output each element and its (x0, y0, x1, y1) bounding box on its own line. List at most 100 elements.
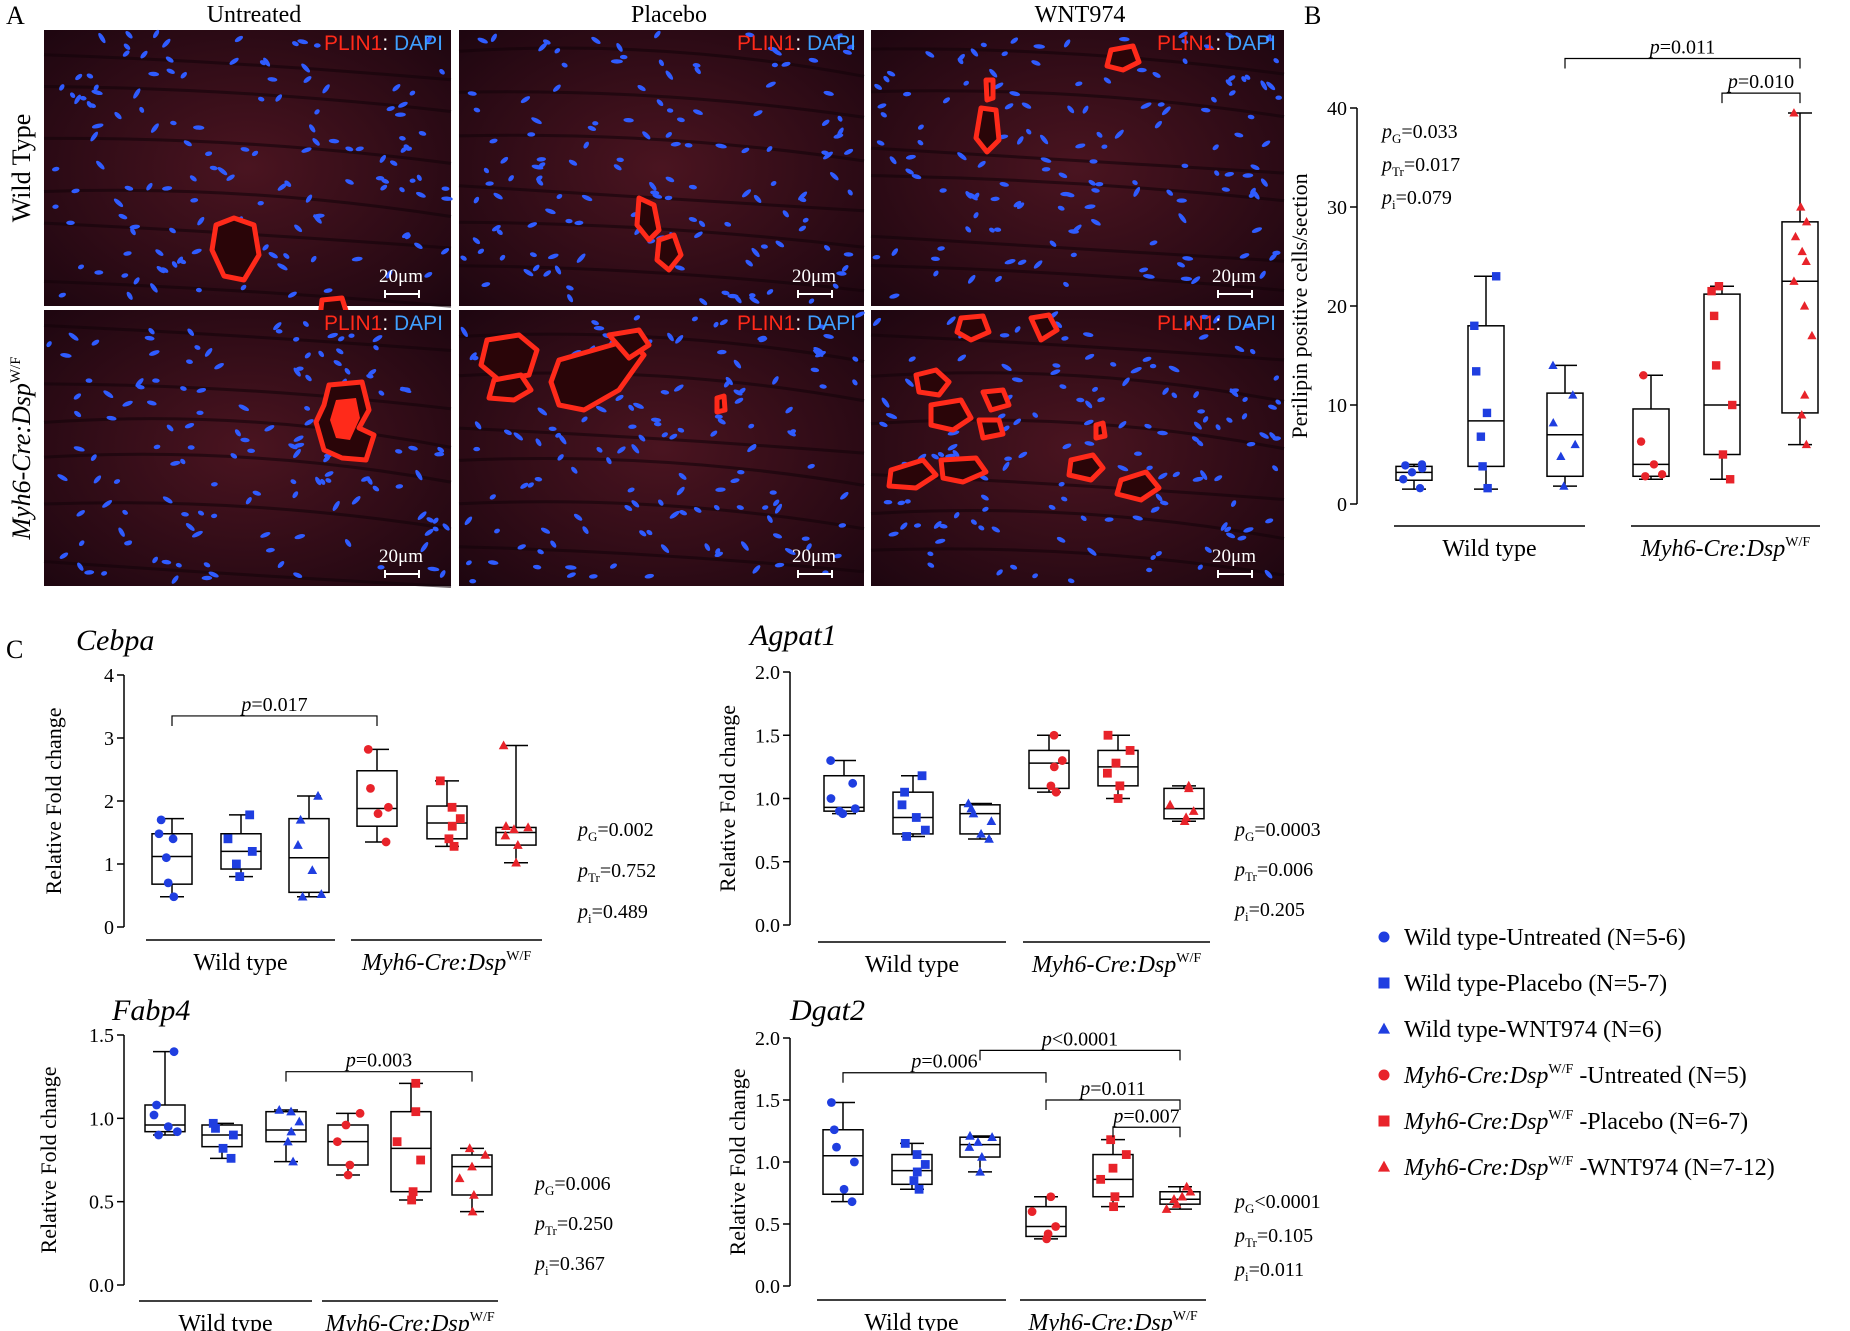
legend-label: Myh6-Cre:DspW/F -WNT974 (N=7-12) (1403, 1154, 1775, 1181)
nucleus (606, 457, 612, 465)
nucleus (126, 291, 133, 300)
box-iqr (1781, 221, 1819, 414)
nucleus (758, 336, 768, 343)
nucleus (996, 569, 1003, 576)
group-label-text: Myh6-Cre:Dsp (1027, 1310, 1172, 1331)
nucleus (1162, 387, 1169, 395)
stat-line: pi=0.205 (1233, 899, 1305, 924)
plin1-cell (634, 195, 662, 243)
data-point (383, 802, 393, 812)
nucleus (669, 510, 680, 519)
data-point (343, 1170, 353, 1180)
tissue-streak (43, 84, 452, 113)
nucleus (1228, 90, 1236, 96)
data-point (1103, 730, 1113, 740)
nucleus (129, 224, 141, 230)
nucleus (1237, 535, 1247, 541)
nucleus (1002, 425, 1010, 432)
nucleus (774, 562, 785, 568)
bracket-line (1045, 1099, 1181, 1110)
nucleus (301, 63, 310, 73)
data-point (1171, 1199, 1182, 1208)
box-5 (1163, 780, 1205, 826)
nucleus (660, 390, 670, 395)
nucleus (328, 138, 340, 144)
stain-label: PLIN1: DAPI (324, 312, 443, 335)
data-point (444, 834, 454, 844)
nucleus (734, 397, 744, 404)
stat-sub: G (588, 829, 597, 844)
nucleus (208, 571, 219, 578)
nucleus (819, 384, 827, 389)
nucleus (872, 317, 882, 326)
nucleus (592, 121, 599, 126)
group-label-sup: W/F (506, 949, 531, 964)
nucleus (441, 196, 453, 201)
micrograph-tile: PLIN1: DAPI 20μm (43, 310, 452, 588)
nucleus (1118, 421, 1127, 429)
nucleus (152, 556, 159, 564)
y-tick-label: 1.5 (755, 725, 780, 747)
nucleus (717, 349, 727, 355)
nucleus (295, 366, 304, 371)
data-point (363, 744, 373, 754)
nucleus (1090, 219, 1101, 226)
nucleus (1182, 58, 1188, 65)
nucleus (694, 231, 703, 239)
stat-sub: i (1245, 909, 1249, 924)
scale-bar-label: 20μm (792, 266, 836, 287)
nucleus (1224, 526, 1232, 533)
nucleus (293, 337, 300, 342)
nucleus (715, 487, 726, 492)
nucleus (933, 520, 942, 529)
stat-val: =0.367 (549, 1253, 605, 1275)
nucleus (277, 560, 285, 569)
nucleus (86, 73, 94, 79)
nucleus (581, 194, 593, 202)
plin1-cell (983, 77, 996, 103)
data-point (154, 829, 164, 839)
nucleus (571, 466, 578, 474)
nucleus (692, 63, 701, 68)
nucleus (897, 500, 906, 506)
nucleus (833, 33, 843, 40)
nucleus (1052, 363, 1061, 368)
nucleus (217, 166, 228, 176)
stat-line: pG=0.002 (576, 819, 654, 844)
nucleus (400, 146, 407, 153)
y-axis-label: Perilipin positive cells/section (1287, 173, 1312, 438)
data-point (909, 1176, 919, 1185)
nucleus (658, 59, 665, 67)
nucleus (91, 339, 100, 346)
p-value: <0.0001 (1052, 1028, 1118, 1050)
nucleus (1228, 75, 1236, 82)
nucleus (337, 336, 345, 342)
nucleus (548, 426, 557, 432)
nucleus (1075, 143, 1086, 149)
nucleus (1212, 144, 1219, 151)
nucleus (693, 506, 702, 513)
nucleus (68, 332, 79, 341)
nucleus (1146, 465, 1153, 471)
nucleus (485, 181, 494, 186)
nucleus (980, 42, 987, 48)
nucleus (917, 140, 924, 146)
plin1-cell (209, 215, 262, 283)
stat-p: p (1380, 121, 1392, 143)
nucleus (1067, 105, 1075, 114)
stat-sub: G (1245, 829, 1254, 844)
nucleus (180, 458, 186, 465)
box-5 (1159, 1181, 1201, 1213)
nucleus (1084, 353, 1095, 360)
nucleus (1063, 39, 1071, 48)
nucleus (698, 220, 706, 227)
box-2 (959, 798, 1001, 843)
nucleus (1059, 384, 1067, 389)
nucleus (401, 232, 410, 239)
data-point (223, 834, 233, 844)
nucleus (351, 496, 361, 505)
nucleus (245, 497, 252, 505)
nucleus (881, 397, 890, 408)
tissue-streak (458, 133, 865, 163)
nucleus (98, 32, 106, 44)
